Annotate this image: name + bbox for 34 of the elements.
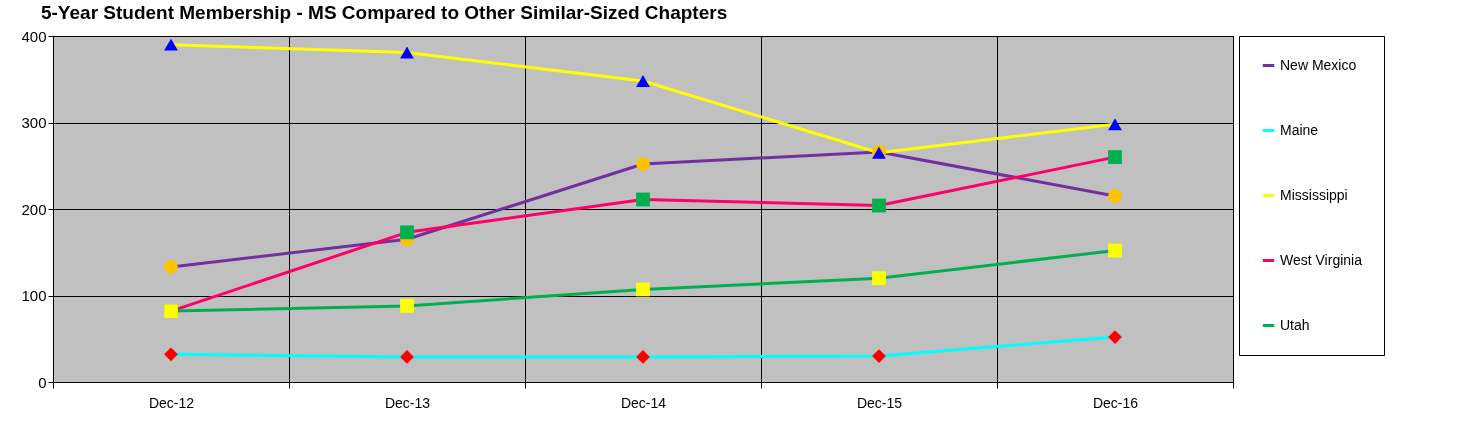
x-tick-label: Dec-14 [620, 394, 667, 411]
point [1108, 243, 1122, 258]
y-tick-label: 100 [21, 287, 47, 304]
point [1108, 118, 1122, 131]
point [400, 46, 414, 59]
point [164, 260, 178, 274]
point [636, 157, 650, 171]
point [400, 225, 414, 240]
point [872, 271, 886, 286]
y-tick-label: 0 [38, 373, 47, 391]
point [872, 198, 886, 213]
legend-label: New Mexico [1280, 56, 1357, 73]
point [164, 347, 178, 362]
y-tick-label: 200 [21, 200, 47, 218]
point [636, 192, 650, 207]
point [400, 350, 414, 364]
chart-title: 5-Year Student Membership - MS Compared to Other Similar-Sized Chapters [40, 2, 728, 23]
x-tick-label: Dec-15 [856, 394, 903, 411]
y-tick-label: 400 [21, 27, 47, 45]
legend-label: Utah [1280, 316, 1310, 333]
x-tick-label: Dec-16 [1092, 394, 1139, 411]
y-tick-label: 300 [21, 114, 47, 131]
point [400, 298, 414, 313]
legend-label: Maine [1280, 121, 1319, 138]
point [636, 350, 650, 364]
legend-label: West Virginia [1280, 251, 1363, 268]
point [164, 38, 178, 51]
point [1108, 189, 1122, 203]
point [636, 75, 650, 87]
point [1108, 150, 1122, 164]
x-tick-label: Dec-12 [148, 394, 195, 411]
point [636, 282, 650, 297]
x-tick-label: Dec-13 [384, 394, 431, 411]
legend-label: Mississippi [1280, 186, 1348, 203]
